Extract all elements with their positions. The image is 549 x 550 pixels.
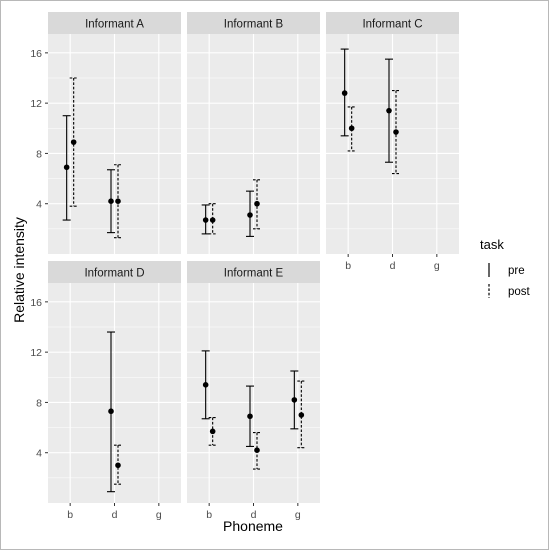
facet-strip — [187, 261, 320, 283]
y-tick-label: 8 — [36, 148, 42, 160]
mean-point-pre — [341, 90, 348, 96]
mean-point-post — [209, 217, 216, 223]
mean-point-pre — [247, 212, 253, 218]
mean-point-pre — [202, 217, 209, 223]
facet-strip — [187, 12, 320, 34]
legend: task pre post — [480, 237, 531, 298]
x-tick-label: g — [156, 509, 162, 521]
y-tick-label: 4 — [36, 199, 42, 211]
x-axis-title: Phoneme — [223, 518, 283, 534]
facet-strip — [48, 12, 181, 34]
x-tick-label: g — [434, 260, 440, 272]
facet-strip — [326, 12, 459, 34]
facet-panel: Informant E b d g — [187, 261, 320, 521]
mean-point-post — [254, 200, 260, 207]
mean-point-pre — [108, 408, 114, 415]
legend-label: pre — [508, 265, 525, 277]
facet-title: Informant D — [84, 268, 144, 280]
y-tick-label: 16 — [30, 297, 42, 309]
facet-title: Informant A — [85, 19, 144, 31]
x-tick-label: g — [295, 509, 301, 521]
mean-point-pre — [108, 198, 114, 204]
x-tick-label: b — [345, 260, 351, 272]
legend-label: post — [508, 286, 531, 298]
mean-point-post — [298, 412, 305, 418]
y-axis-title: Relative intensity — [11, 217, 27, 323]
facet-grid: Informant A 4 8 12 16 Informant B Informant C b… — [30, 12, 459, 521]
mean-point-pre — [386, 107, 392, 114]
mean-point-post — [115, 462, 121, 469]
facet-title: Informant E — [224, 268, 284, 280]
facet-strip — [48, 261, 181, 283]
x-tick-label: b — [206, 509, 212, 521]
facet-title: Informant B — [224, 19, 284, 31]
y-tick-label: 8 — [36, 397, 42, 409]
mean-point-post — [348, 125, 355, 132]
facet-title: Informant C — [362, 19, 422, 31]
x-tick-label: d — [112, 509, 118, 521]
legend-title: task — [480, 237, 504, 252]
y-tick-label: 16 — [30, 48, 42, 60]
mean-point-pre — [63, 164, 70, 171]
mean-point-post — [70, 139, 77, 145]
mean-point-post — [209, 428, 216, 435]
mean-point-post — [254, 447, 260, 454]
mean-point-pre — [291, 397, 298, 403]
facet-panel: Informant B — [187, 12, 320, 254]
y-tick-label: 4 — [36, 448, 42, 460]
facet-panel: Informant C b d g — [326, 12, 459, 272]
mean-point-pre — [247, 413, 253, 420]
mean-point-post — [115, 198, 121, 204]
mean-point-post — [393, 129, 399, 135]
x-tick-label: d — [251, 509, 257, 521]
y-tick-label: 12 — [30, 347, 42, 359]
facet-panel: Informant D 4 8 12 16 b d g — [30, 261, 181, 521]
x-tick-label: b — [67, 509, 73, 521]
x-tick-label: d — [390, 260, 396, 272]
facet-panel: Informant A 4 8 12 16 — [30, 12, 181, 254]
y-tick-label: 12 — [30, 98, 42, 110]
mean-point-pre — [202, 382, 209, 388]
